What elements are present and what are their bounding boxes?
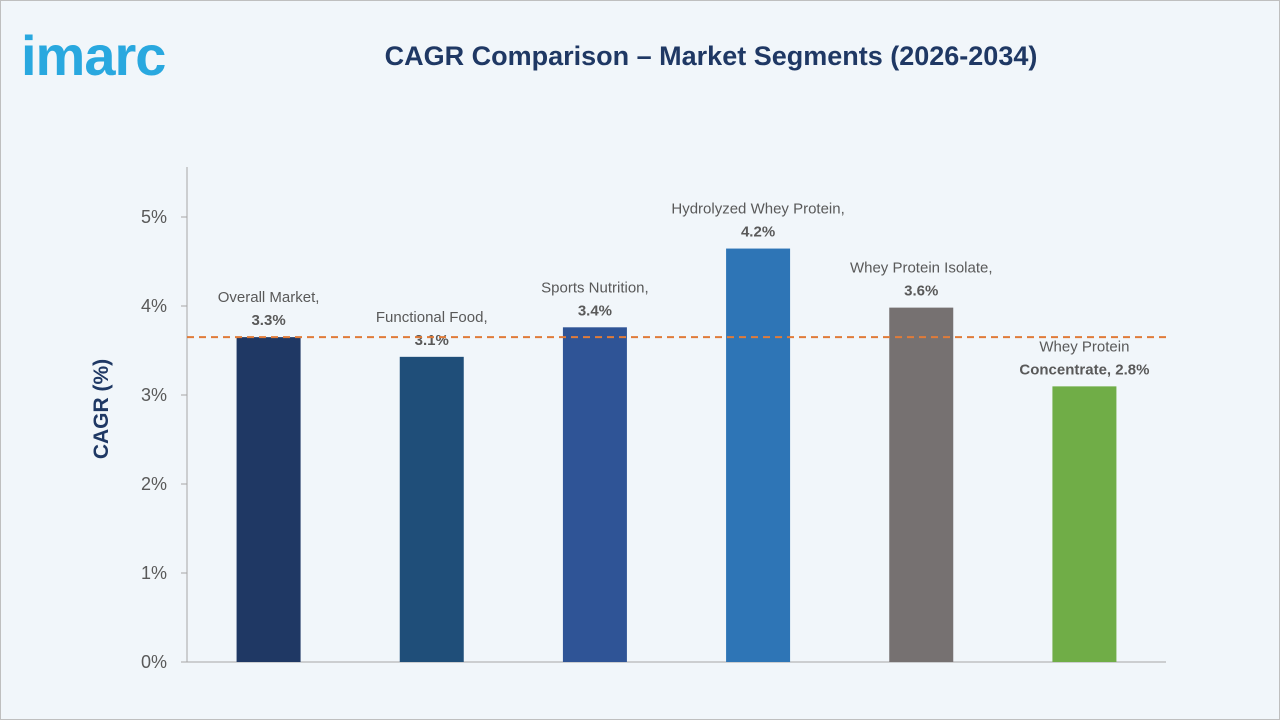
data-label: Hydrolyzed Whey Protein, bbox=[671, 201, 844, 218]
bar-whey-protein-isolate bbox=[889, 307, 954, 662]
y-tick-label: 5% bbox=[141, 207, 167, 227]
y-tick-label: 1% bbox=[141, 563, 167, 583]
bar-functional-food bbox=[399, 356, 464, 662]
imarc-logo: imarc bbox=[21, 24, 166, 87]
bar-overall-market bbox=[236, 337, 301, 662]
bar-whey-protein-concentrate bbox=[1052, 386, 1117, 662]
chart-title: CAGR Comparison – Market Segments (2026-… bbox=[384, 41, 1038, 71]
bar-hydrolyzed-whey-protein bbox=[726, 248, 791, 662]
data-label: 3.1% bbox=[415, 332, 449, 349]
data-label: 4.2% bbox=[741, 224, 775, 241]
bar-sports-nutrition bbox=[562, 327, 627, 662]
data-label: 3.6% bbox=[904, 283, 938, 300]
data-label: Functional Food, bbox=[376, 309, 488, 326]
svg-text:imarc: imarc bbox=[21, 24, 165, 87]
y-tick-label: 0% bbox=[141, 652, 167, 672]
data-label: 3.4% bbox=[578, 302, 612, 319]
data-label: Sports Nutrition, bbox=[541, 279, 649, 296]
data-label: 3.3% bbox=[251, 312, 285, 329]
data-label: Overall Market, bbox=[218, 289, 320, 306]
y-tick-label: 3% bbox=[141, 385, 167, 405]
data-label: Concentrate, 2.8% bbox=[1019, 361, 1149, 378]
data-label: Whey Protein Isolate, bbox=[850, 260, 993, 277]
y-tick-label: 2% bbox=[141, 474, 167, 494]
data-label: Whey Protein bbox=[1039, 338, 1129, 355]
y-tick-label: 4% bbox=[141, 296, 167, 316]
